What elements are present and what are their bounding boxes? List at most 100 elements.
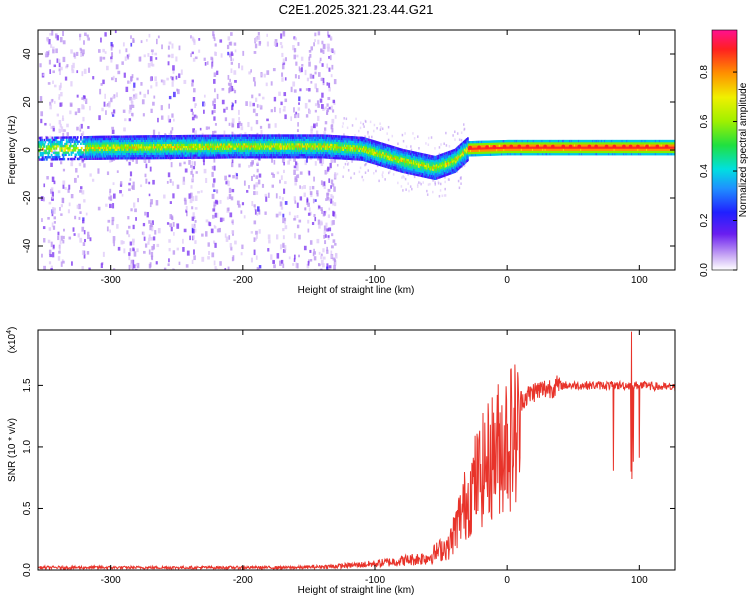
heatmap-cell (438, 194, 441, 198)
heatmap-cell (293, 215, 297, 221)
heatmap-cell (373, 129, 375, 133)
heatmap-cell (292, 81, 296, 87)
heatmap-cell (64, 142, 66, 146)
heatmap-cell (320, 207, 323, 211)
heatmap-cell (47, 82, 51, 85)
heatmap-cell (58, 119, 62, 125)
heatmap-cell (330, 105, 333, 111)
heatmap-cell (44, 52, 48, 57)
heatmap-cell (60, 261, 63, 267)
heatmap-cell (72, 151, 74, 154)
heatmap-cell (257, 32, 260, 36)
heatmap-cell (78, 162, 82, 167)
heatmap-cell (219, 39, 223, 43)
heatmap-cell (82, 220, 85, 224)
heatmap-cell (192, 57, 196, 62)
heatmap-cell (59, 240, 62, 245)
heatmap-cell (214, 212, 217, 218)
heatmap-cell (444, 187, 446, 191)
heatmap-cell (172, 193, 175, 199)
heatmap-cell (128, 81, 132, 84)
heatmap-cell (130, 208, 133, 212)
heatmap-cell (330, 74, 333, 78)
heatmap-cell (282, 62, 286, 65)
heatmap-cell (202, 101, 205, 107)
heatmap-cell (216, 189, 219, 194)
heatmap-cell (72, 149, 74, 152)
heatmap-cell (214, 51, 217, 56)
heatmap-cell (405, 188, 407, 191)
heatmap-cell (267, 234, 271, 240)
heatmap-cell (47, 216, 50, 220)
heatmap-cell (445, 131, 447, 135)
heatmap-cell (317, 262, 320, 267)
heatmap-cell (332, 220, 335, 225)
heatmap-cell (80, 142, 82, 145)
heatmap-cell (112, 182, 115, 186)
heatmap-cell (325, 222, 328, 228)
heatmap-cell (85, 212, 88, 216)
heatmap-cell (73, 52, 76, 58)
heatmap-cell (386, 132, 388, 135)
heatmap-cell (168, 258, 170, 263)
heatmap-cell (53, 151, 55, 155)
heatmap-cell (223, 108, 226, 113)
heatmap-cell (240, 252, 243, 256)
heatmap-cell (57, 231, 60, 236)
heatmap-cell (266, 70, 270, 75)
heatmap-cell (294, 161, 298, 166)
heatmap-cell (51, 136, 54, 139)
heatmap-cell (297, 107, 301, 111)
heatmap-cell (254, 81, 256, 87)
heatmap-cell (155, 261, 158, 265)
heatmap-cell (56, 58, 59, 63)
heatmap-cell (214, 199, 218, 204)
heatmap-cell (308, 207, 311, 212)
heatmap-cell (437, 181, 440, 185)
heatmap-cell (276, 253, 280, 259)
heatmap-cell (426, 193, 429, 196)
heatmap-cell (81, 97, 84, 100)
heatmap-cell (228, 193, 232, 200)
heatmap-cell (210, 228, 214, 234)
heatmap-cell (253, 174, 255, 177)
heatmap-cell (432, 179, 434, 182)
heatmap-cell (140, 184, 143, 188)
heatmap-cell (138, 56, 142, 62)
heatmap-cell (213, 37, 216, 42)
heatmap-cell (326, 249, 329, 254)
heatmap-cell (125, 48, 128, 53)
heatmap-cell (40, 154, 43, 157)
heatmap-cell (56, 153, 59, 157)
heatmap-cell (326, 246, 328, 252)
heatmap-cell (324, 121, 328, 125)
heatmap-cell (115, 64, 119, 70)
heatmap-cell (427, 183, 430, 186)
heatmap-cell (132, 240, 135, 246)
heatmap-cell (48, 151, 51, 155)
heatmap-cell (55, 155, 58, 159)
heatmap-cell (168, 132, 172, 137)
heatmap-cell (293, 89, 297, 93)
heatmap-cell (39, 63, 42, 68)
heatmap-cell (294, 200, 297, 204)
heatmap-cell (314, 83, 317, 89)
heatmap-cell (106, 226, 109, 232)
heatmap-cell (228, 122, 231, 126)
heatmap-cell (131, 104, 135, 108)
heatmap-cell (297, 42, 300, 46)
heatmap-cell (128, 225, 131, 229)
heatmap-cell (168, 41, 172, 45)
heatmap-cell (313, 123, 316, 129)
heatmap-cell (110, 97, 113, 103)
heatmap-cell (238, 121, 241, 124)
heatmap-cell (109, 191, 111, 196)
heatmap-cell (362, 122, 365, 126)
heatmap-cell (443, 142, 445, 146)
heatmap-cell (166, 180, 169, 184)
heatmap-cell (288, 256, 291, 260)
heatmap-cell (323, 127, 327, 131)
heatmap-cell (267, 248, 270, 252)
heatmap-cell (190, 170, 193, 175)
heatmap-cell (152, 236, 156, 241)
